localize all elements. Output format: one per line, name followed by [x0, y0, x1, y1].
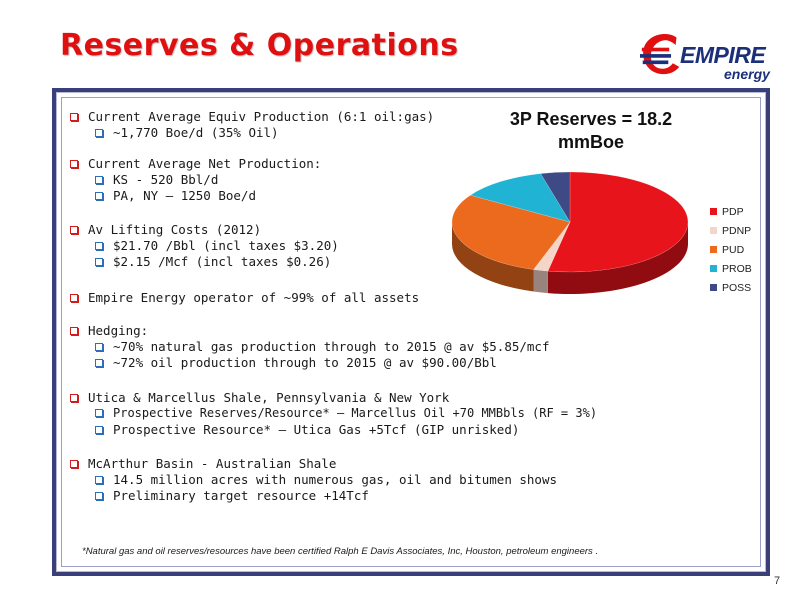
legend-item-prob: PROB — [710, 259, 752, 278]
bullet-box-icon — [70, 159, 78, 168]
bullet-item: McArthur Basin - Australian Shale — [70, 455, 336, 471]
sub-bullet-text: KS - 520 Bbl/d — [113, 172, 219, 187]
reserves-pie-chart — [451, 171, 689, 294]
sub-bullet-item: Prospective Reserves/Resource* – Marcell… — [95, 405, 597, 420]
pie-slice-pud — [451, 194, 571, 270]
sub-bullet-text: $21.70 /Bbl (incl taxes $3.20) — [113, 238, 339, 253]
sub-bullet-box-icon — [95, 425, 103, 434]
sub-bullet-box-icon — [95, 128, 103, 137]
bullet-text: Hedging: — [88, 323, 149, 338]
legend-swatch — [710, 265, 717, 272]
bullet-text: Utica & Marcellus Shale, Pennsylvania & … — [88, 390, 450, 405]
pie-slice-prob — [469, 173, 571, 223]
sub-bullet-item: ~72% oil production through to 2015 @ av… — [95, 354, 497, 370]
legend-label: PROB — [722, 262, 752, 275]
pie-side-pud — [452, 222, 534, 292]
sub-bullet-box-icon — [95, 491, 103, 500]
bullet-item: Hedging: — [70, 322, 148, 338]
sub-bullet-item: 14.5 million acres with numerous gas, oi… — [95, 471, 557, 487]
legend-swatch — [710, 208, 717, 215]
legend-label: PUD — [722, 243, 745, 256]
sub-bullet-item: Prospective Resource* – Utica Gas +5Tcf … — [95, 421, 519, 437]
bullet-text: Current Average Equiv Production (6:1 oi… — [88, 109, 435, 124]
pie-side-pdp — [547, 222, 688, 294]
pie-slice-pdnp — [533, 221, 571, 272]
sub-bullet-box-icon — [95, 241, 103, 250]
logo-word-energy: energy — [724, 66, 770, 82]
empire-energy-logo: EMPIRE energy — [640, 30, 770, 85]
sub-bullet-text: PA, NY – 1250 Boe/d — [113, 188, 256, 203]
sub-bullet-text: 14.5 million acres with numerous gas, oi… — [113, 472, 558, 487]
sub-bullet-box-icon — [95, 408, 103, 417]
sub-bullet-item: $2.15 /Mcf (incl taxes $0.26) — [95, 253, 331, 269]
sub-bullet-item: PA, NY – 1250 Boe/d — [95, 187, 256, 203]
empire-e-icon — [640, 34, 680, 75]
sub-bullet-text: ~70% natural gas production through to 2… — [113, 339, 550, 354]
legend-swatch — [710, 227, 717, 234]
legend-swatch — [710, 246, 717, 253]
page-number: 7 — [774, 575, 781, 587]
sub-bullet-item: $21.70 /Bbl (incl taxes $3.20) — [95, 237, 339, 253]
sub-bullet-text: Preliminary target resource +14Tcf — [113, 488, 369, 503]
content-frame-inner-border — [61, 97, 761, 567]
bullet-box-icon — [70, 393, 78, 402]
pie-side-pdnp — [533, 269, 548, 294]
sub-bullet-text: Prospective Resource* – Utica Gas +5Tcf … — [113, 422, 520, 437]
sub-bullet-item: ~70% natural gas production through to 2… — [95, 338, 550, 354]
legend-item-pdnp: PDNP — [710, 221, 752, 240]
bullet-text: Empire Energy operator of ~99% of all as… — [88, 290, 420, 305]
content-frame — [52, 88, 770, 576]
legend-label: POSS — [722, 281, 752, 294]
sub-bullet-item: Preliminary target resource +14Tcf — [95, 487, 369, 503]
pie-slice-pdp — [547, 171, 689, 273]
sub-bullet-text: ~1,770 Boe/d (35% Oil) — [113, 125, 279, 140]
bullet-item: Current Average Equiv Production (6:1 oi… — [70, 108, 434, 124]
sub-bullet-box-icon — [95, 191, 103, 200]
bullet-item: Av Lifting Costs (2012) — [70, 221, 261, 237]
footnote: *Natural gas and oil reserves/resources … — [82, 546, 599, 557]
legend-swatch — [710, 284, 717, 291]
sub-bullet-text: $2.15 /Mcf (incl taxes $0.26) — [113, 254, 332, 269]
bullet-item: Utica & Marcellus Shale, Pennsylvania & … — [70, 389, 449, 405]
sub-bullet-box-icon — [95, 358, 103, 367]
legend-item-poss: POSS — [710, 278, 752, 297]
legend-item-pdp: PDP — [710, 202, 752, 221]
slide-title: Reserves & Operations — [60, 28, 459, 63]
legend-item-pud: PUD — [710, 240, 752, 259]
pie-side-walls — [452, 222, 688, 294]
bullet-box-icon — [70, 293, 78, 302]
bullet-box-icon — [70, 459, 78, 468]
sub-bullet-item: KS - 520 Bbl/d — [95, 171, 218, 187]
bullet-text: McArthur Basin - Australian Shale — [88, 456, 337, 471]
sub-bullet-box-icon — [95, 175, 103, 184]
bullet-box-icon — [70, 326, 78, 335]
pie-slice-poss — [540, 171, 571, 223]
bullet-item: Empire Energy operator of ~99% of all as… — [70, 289, 419, 305]
chart-title: 3P Reserves = 18.2 mmBoe — [509, 109, 673, 152]
logo-word-empire: EMPIRE — [680, 42, 766, 68]
legend-label: PDNP — [722, 224, 752, 237]
bullet-item: Current Average Net Production: — [70, 155, 321, 171]
sub-bullet-box-icon — [95, 342, 103, 351]
sub-bullet-item: ~1,770 Boe/d (35% Oil) — [95, 124, 279, 140]
sub-bullet-text: Prospective Reserves/Resource* – Marcell… — [113, 405, 598, 420]
sub-bullet-box-icon — [95, 475, 103, 484]
sub-bullet-text: ~72% oil production through to 2015 @ av… — [113, 355, 497, 370]
bullet-text: Av Lifting Costs (2012) — [88, 222, 262, 237]
bullet-box-icon — [70, 225, 78, 234]
legend-label: PDP — [722, 205, 744, 218]
bullet-box-icon — [70, 112, 78, 121]
chart-legend: PDP PDNP PUD PROB POSS — [710, 202, 752, 297]
sub-bullet-box-icon — [95, 257, 103, 266]
bullet-text: Current Average Net Production: — [88, 156, 322, 171]
